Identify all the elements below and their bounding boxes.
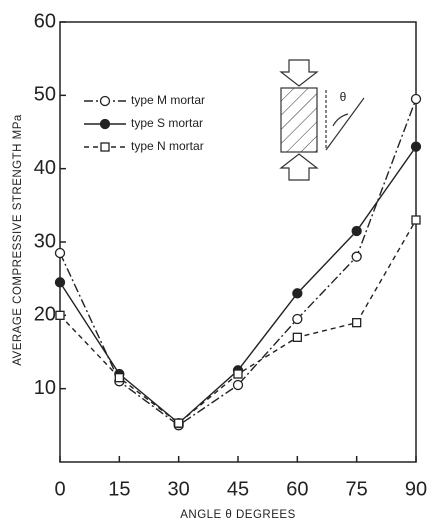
marker (54, 277, 66, 288)
marker (410, 93, 422, 105)
legend-marker (99, 95, 111, 107)
x-axis-title: ANGLE θ DEGREES (180, 509, 296, 521)
inset-label: θ (340, 90, 347, 104)
marker (233, 369, 243, 379)
marker (292, 288, 303, 299)
inset-diagram (279, 59, 365, 181)
series-line (59, 219, 417, 425)
marker (292, 332, 302, 342)
x-tick-label: 90 (405, 478, 427, 500)
marker (55, 310, 65, 320)
y-tick-label: 10 (34, 377, 56, 399)
marker (351, 251, 362, 262)
marker (351, 225, 362, 237)
marker (114, 373, 124, 383)
marker (410, 141, 422, 152)
x-tick-label: 0 (54, 478, 65, 500)
x-tick-label: 75 (346, 478, 368, 500)
marker (352, 318, 362, 328)
marker (411, 215, 421, 225)
marker (292, 313, 303, 325)
marker (232, 379, 244, 391)
y-tick-label: 30 (34, 230, 56, 252)
y-tick-label: 40 (34, 157, 56, 179)
y-tick-label: 50 (34, 84, 56, 106)
y-tick-label: 20 (34, 304, 56, 326)
x-tick-label: 45 (227, 478, 249, 500)
y-axis-title: AVERAGE COMPRESSIVE STRENGTH MPa (12, 114, 24, 366)
legend-label: type N mortar (131, 139, 204, 153)
marker (174, 418, 184, 428)
x-tick-label: 30 (168, 478, 190, 500)
legend-label: type M mortar (131, 93, 205, 107)
legend-label: type S mortar (131, 116, 203, 130)
legend-marker (100, 142, 110, 152)
x-tick-label: 60 (286, 478, 308, 500)
x-tick-label: 15 (108, 478, 130, 500)
marker (54, 247, 66, 259)
y-tick-label: 60 (34, 10, 56, 32)
legend-marker (99, 118, 111, 130)
